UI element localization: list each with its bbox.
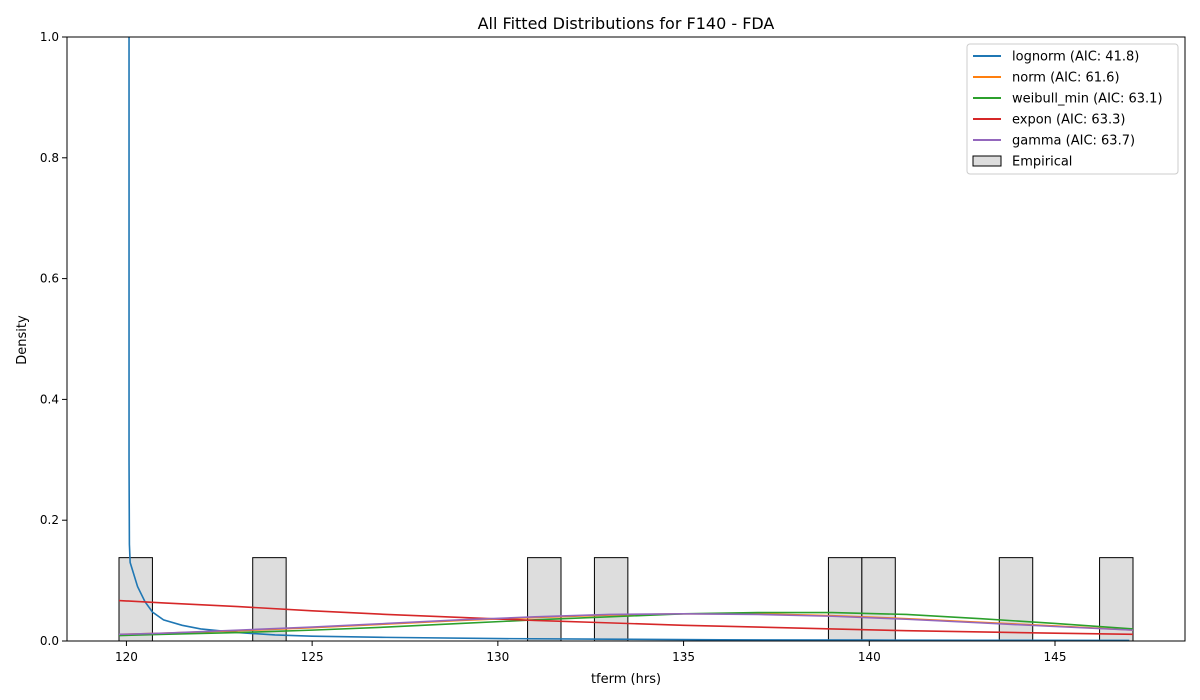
histogram-bar [527,557,562,642]
histogram-bar [252,557,287,642]
histogram-bar [861,557,896,642]
legend-entry: weibull_min (AIC: 63.1) [1012,92,1163,107]
plot-area [118,37,1134,642]
y-tick-label: 0.4 [40,392,59,406]
x-tick-label: 130 [486,650,509,664]
y-tick-label: 0.2 [40,513,59,527]
x-tick-label: 125 [301,650,324,664]
legend: lognorm (AIC: 41.8) norm (AIC: 61.6) weibu… [966,43,1179,175]
histogram-bar [593,557,629,642]
series-line-weibull_min [118,611,1134,637]
x-tick-label: 145 [1044,650,1067,664]
series-line-lognorm [128,37,1130,641]
plot-frame [66,36,1186,642]
legend-entry: gamma (AIC: 63.7) [1012,134,1135,149]
chart-title: All Fitted Distributions for F140 - FDA [478,14,775,33]
x-tick-label: 135 [672,650,695,664]
y-axis-label: Density [15,315,30,365]
y-tick-label: 0.6 [40,272,59,286]
y-tick-label: 1.0 [40,30,59,44]
legend-box [966,43,1179,175]
legend-entry: norm (AIC: 61.6) [1012,71,1120,86]
legend-entry: lognorm (AIC: 41.8) [1012,50,1139,65]
series-line-gamma [118,613,1134,636]
x-tick-label: 140 [858,650,881,664]
x-tick-label: 120 [115,650,138,664]
legend-swatch [972,155,1002,167]
y-tick-label: 0.0 [40,634,59,648]
x-axis-label: tferm (hrs) [591,672,661,687]
axes: 120 125 130 135 140 145 0.0 0.2 0.4 0.6 0.8 1.0 [40,30,1186,664]
histogram-bar [118,557,153,642]
histogram-bar [998,557,1034,642]
series-line-expon [118,599,1134,636]
fitted-curves [118,37,1134,641]
y-tick-label: 0.8 [40,151,59,165]
legend-entry: expon (AIC: 63.3) [1012,113,1125,128]
legend-entry: Empirical [1012,155,1072,170]
